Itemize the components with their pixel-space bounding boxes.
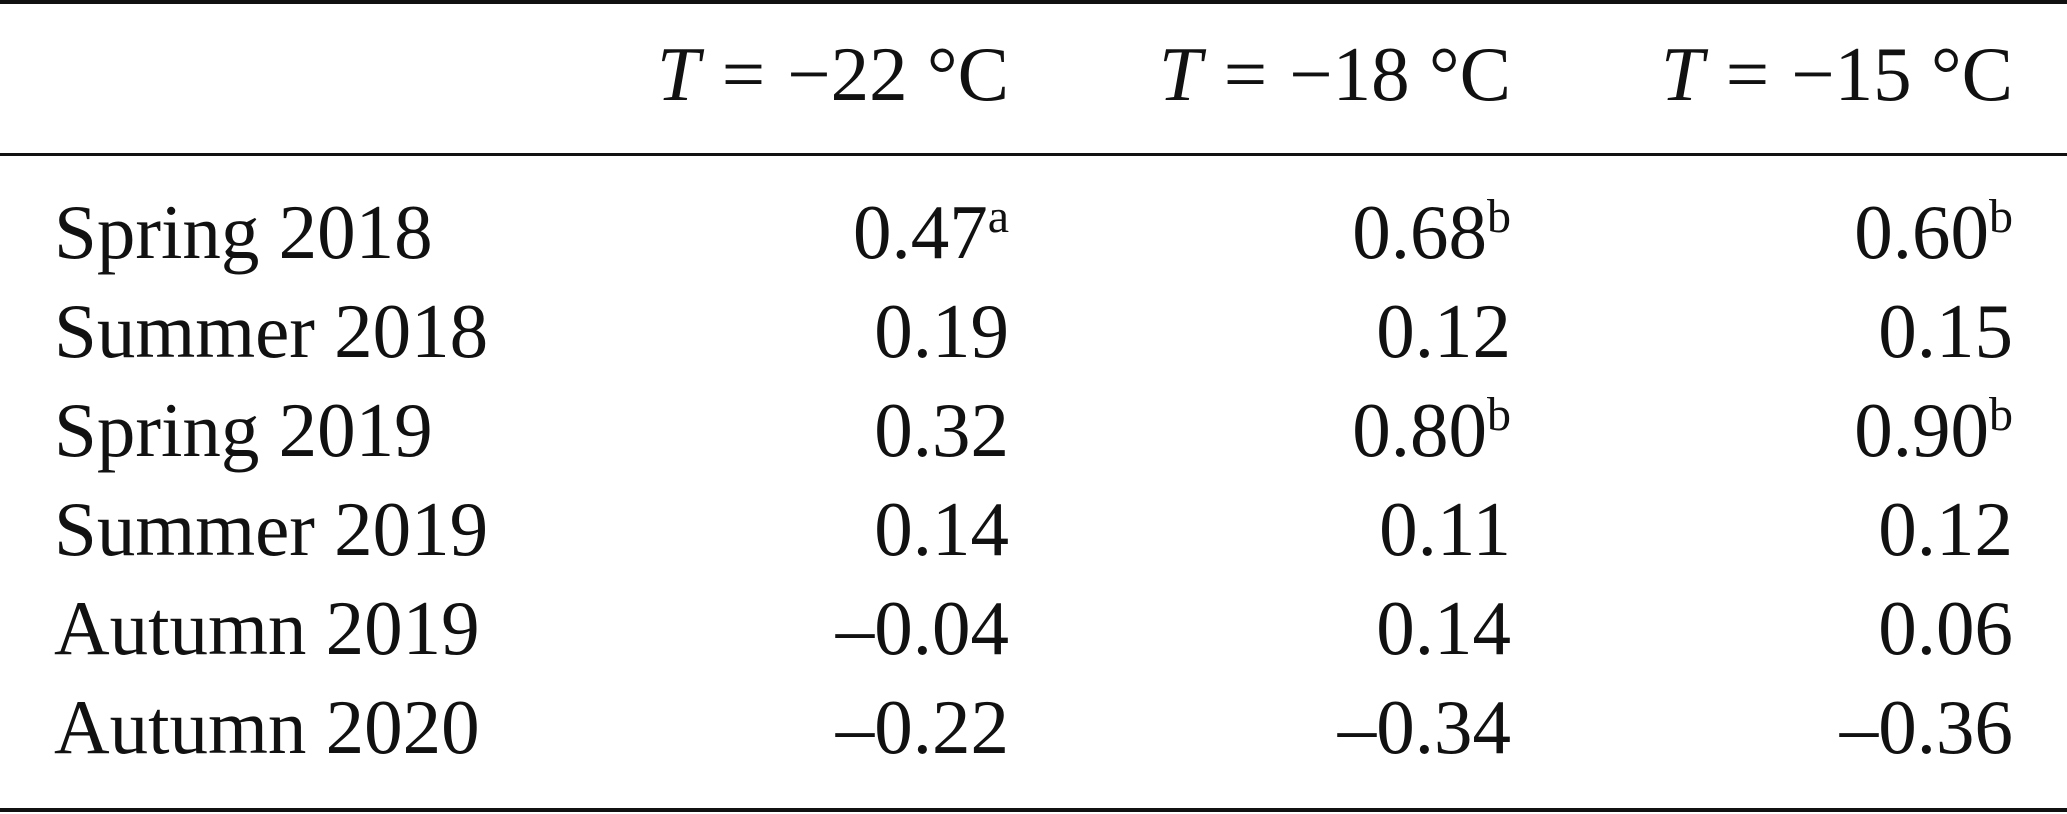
table-cell: –0.34 bbox=[1338, 677, 1511, 777]
table-cell: –0.22 bbox=[836, 677, 1009, 777]
row-label: Spring 2018 bbox=[54, 189, 433, 275]
table-cell: –0.36 bbox=[1840, 677, 2013, 777]
column-header-2: T = −18 °C bbox=[1159, 24, 1511, 124]
table-row: Autumn 2019 –0.04 0.14 0.06 bbox=[0, 578, 2067, 678]
table-cell: 0.14 bbox=[874, 479, 1009, 579]
table-cell: 0.06 bbox=[1878, 578, 2013, 678]
row-label: Autumn 2019 bbox=[54, 585, 480, 671]
table-cell: 0.12 bbox=[1878, 479, 2013, 579]
table-row: Spring 2018 0.47a 0.68b 0.60b bbox=[0, 182, 2067, 282]
cell-value: 0.80 bbox=[1352, 387, 1487, 473]
table-row: Summer 2019 0.14 0.11 0.12 bbox=[0, 479, 2067, 579]
header-separator-rule bbox=[0, 153, 2067, 156]
cell-value: 0.06 bbox=[1878, 585, 2013, 671]
table-cell: 0.90b bbox=[1854, 380, 2013, 480]
cell-value: 0.19 bbox=[874, 288, 1009, 374]
column-header-1: T = −22 °C bbox=[657, 24, 1009, 124]
table-cell: 0.14 bbox=[1376, 578, 1511, 678]
cell-value: –0.22 bbox=[835, 684, 1009, 770]
column-header-1-operator: = bbox=[721, 31, 766, 117]
row-label: Autumn 2020 bbox=[54, 684, 480, 770]
table-row: Spring 2019 0.32 0.80b 0.90b bbox=[0, 380, 2067, 480]
cell-value: 0.90 bbox=[1854, 387, 1989, 473]
cell-value: –0.04 bbox=[835, 585, 1009, 671]
table-cell: 0.19 bbox=[874, 281, 1009, 381]
cell-value: 0.47 bbox=[852, 189, 988, 275]
footnote-marker: b bbox=[1989, 190, 2013, 243]
table-row: Autumn 2020 –0.22 –0.34 –0.36 bbox=[0, 677, 2067, 777]
table-cell: 0.11 bbox=[1379, 479, 1511, 579]
row-label: Spring 2019 bbox=[54, 387, 433, 473]
column-header-1-value: −22 °C bbox=[787, 31, 1009, 117]
column-header-3: T = −15 °C bbox=[1661, 24, 2013, 124]
table-cell: 0.47a bbox=[853, 182, 1009, 282]
column-header-1-variable: T bbox=[656, 31, 700, 117]
cell-value: 0.14 bbox=[1376, 585, 1511, 671]
cell-value: 0.12 bbox=[1878, 486, 2013, 572]
table-cell: 0.80b bbox=[1352, 380, 1511, 480]
row-label: Summer 2018 bbox=[54, 288, 489, 374]
column-header-3-variable: T bbox=[1660, 31, 1704, 117]
cell-value: 0.60 bbox=[1854, 189, 1989, 275]
footnote-marker: b bbox=[1487, 388, 1511, 441]
cell-value: –0.34 bbox=[1337, 684, 1511, 770]
cell-value: 0.14 bbox=[874, 486, 1009, 572]
cell-value: 0.32 bbox=[874, 387, 1009, 473]
footnote-marker: b bbox=[1989, 388, 2013, 441]
table-cell: 0.60b bbox=[1854, 182, 2013, 282]
cell-value: 0.68 bbox=[1352, 189, 1487, 275]
footnote-marker: a bbox=[987, 190, 1009, 243]
column-header-3-value: −15 °C bbox=[1791, 31, 2013, 117]
column-header-2-value: −18 °C bbox=[1289, 31, 1511, 117]
table-cell: 0.68b bbox=[1352, 182, 1511, 282]
table-cell: 0.12 bbox=[1376, 281, 1511, 381]
cell-value: –0.36 bbox=[1839, 684, 2013, 770]
table-cell: 0.15 bbox=[1878, 281, 2013, 381]
cell-value: 0.15 bbox=[1878, 288, 2013, 374]
footnote-marker: b bbox=[1487, 190, 1511, 243]
row-label: Summer 2019 bbox=[54, 486, 489, 572]
cell-value: 0.12 bbox=[1376, 288, 1511, 374]
column-header-3-operator: = bbox=[1725, 31, 1770, 117]
table-cell: 0.32 bbox=[874, 380, 1009, 480]
table-cell: –0.04 bbox=[836, 578, 1009, 678]
table-row: Summer 2018 0.19 0.12 0.15 bbox=[0, 281, 2067, 381]
column-header-2-operator: = bbox=[1223, 31, 1268, 117]
column-header-2-variable: T bbox=[1158, 31, 1202, 117]
cell-value: 0.11 bbox=[1379, 486, 1511, 572]
table-bottom-rule bbox=[0, 808, 2067, 812]
table-top-rule bbox=[0, 0, 2067, 4]
